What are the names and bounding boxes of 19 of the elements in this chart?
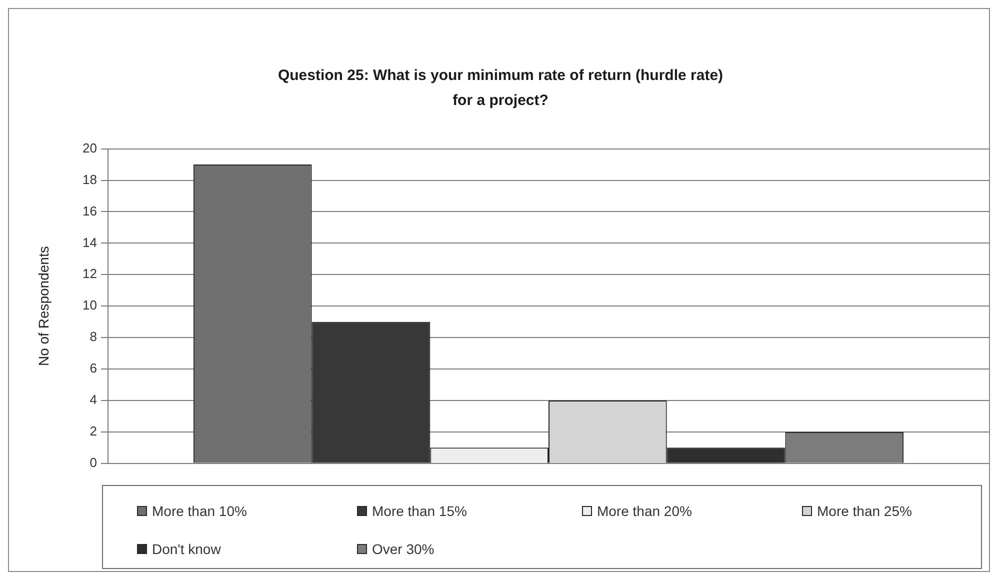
y-tick-label: 16 (82, 203, 97, 218)
y-tick-label: 18 (82, 172, 97, 187)
y-tick-label: 10 (82, 298, 97, 313)
y-axis-title: No of Respondents (35, 246, 52, 366)
legend-label: More than 20% (597, 503, 692, 519)
y-tick-label: 4 (90, 392, 97, 408)
legend-label: More than 25% (817, 503, 912, 519)
y-tick-label: 6 (90, 360, 97, 376)
y-tick-label: 8 (90, 329, 97, 344)
y-tick-label: 20 (82, 140, 97, 156)
y-tick-label: 0 (90, 454, 97, 470)
legend-label: Don't know (152, 541, 221, 557)
y-tick-label: 12 (82, 266, 97, 282)
legend-label: Over 30% (372, 541, 434, 557)
chart-title: Question 25: What is your minimum rate of return (hurdle rate) for a project? (276, 66, 724, 111)
y-tick-label: 2 (90, 424, 97, 439)
y-tick-label: 14 (82, 234, 97, 250)
legend-label: More than 15% (372, 503, 467, 519)
legend-label: More than 10% (152, 503, 247, 519)
